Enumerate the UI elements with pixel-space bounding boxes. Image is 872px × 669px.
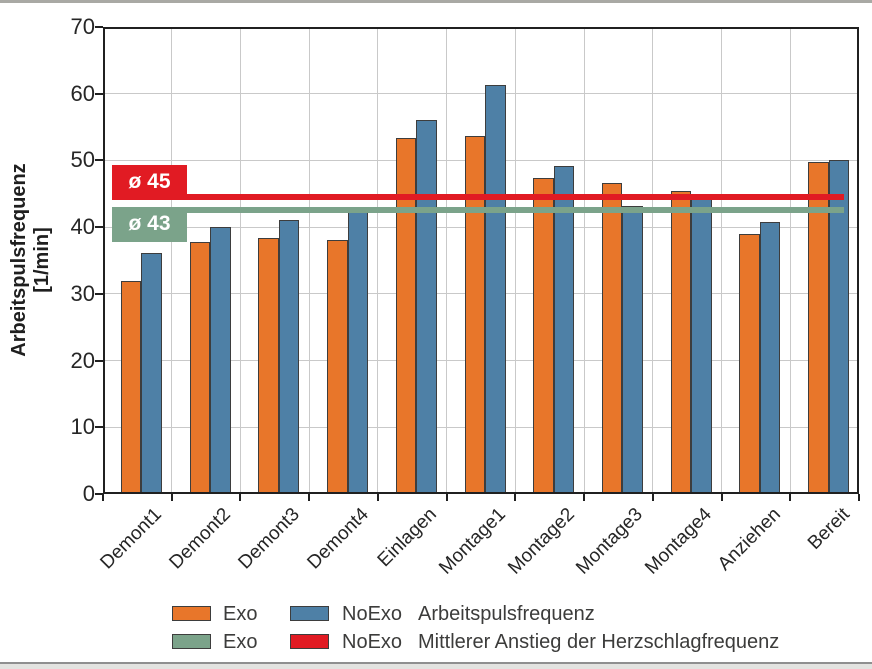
x-axis-tick: [308, 494, 311, 501]
y-axis-tick: [95, 159, 103, 162]
y-axis-tick: [95, 359, 103, 362]
y-tick-label-10: 10: [70, 414, 95, 440]
legend: Exo NoExo Arbeitspulsfrequenz Exo NoExo …: [172, 600, 779, 656]
legend-row-bars: Exo NoExo Arbeitspulsfrequenz: [172, 600, 732, 628]
gridline-v: [583, 27, 585, 494]
gridline-v: [377, 27, 379, 494]
gridline-h-60: [103, 93, 859, 95]
x-axis-tick: [720, 494, 723, 501]
gridline-v: [171, 27, 173, 494]
legend-swatch-exo-line: [172, 634, 211, 649]
x-axis-tick: [102, 494, 104, 501]
legend-description-bars: Arbeitspulsfrequenz: [418, 603, 595, 625]
legend-label-exo-line: Exo: [223, 631, 258, 653]
gridline-v: [239, 27, 241, 494]
plot-frame: [103, 27, 859, 494]
x-axis-tick: [376, 494, 379, 501]
legend-swatch-exo-bar: [172, 606, 211, 621]
mean-label-exo: ø 43: [112, 207, 187, 242]
y-tick-label-40: 40: [70, 214, 95, 240]
y-axis-title-line1: Arbeitspulsfrequenz: [8, 163, 30, 357]
mean-line-exo: [187, 207, 844, 214]
legend-swatch-noexo-line: [290, 634, 329, 649]
legend-label-noexo-bar: NoExo: [342, 603, 403, 625]
gridline-v: [721, 27, 723, 494]
gridline-v: [789, 27, 791, 494]
y-tick-label-30: 30: [70, 280, 95, 306]
x-axis-tick: [239, 494, 242, 501]
x-axis-tick: [789, 494, 792, 501]
x-axis-tick: [651, 494, 654, 501]
x-axis-tick: [445, 494, 448, 501]
y-tick-label-70: 70: [70, 14, 95, 39]
y-tick-label-50: 50: [70, 147, 95, 173]
x-axis-tick: [858, 494, 860, 501]
y-axis-tick: [95, 92, 103, 95]
legend-label-exo-bar: Exo: [223, 603, 258, 625]
legend-label-noexo-line: NoExo: [342, 631, 403, 653]
y-axis-tick: [95, 493, 103, 495]
y-axis-tick: [95, 426, 103, 429]
y-axis-tick: [95, 226, 103, 229]
gridline-v: [514, 27, 516, 494]
y-axis-tick: [95, 26, 103, 28]
x-axis-tick: [514, 494, 517, 501]
plot-area: ø 45 ø 43: [103, 27, 859, 494]
y-tick-label-0: 0: [82, 481, 95, 506]
x-axis-tick: [170, 494, 173, 501]
legend-description-lines: Mittlerer Anstieg der Herzschlagfrequenz: [418, 631, 780, 653]
legend-row-lines: Exo NoExo Mittlerer Anstieg der Herzschl…: [172, 628, 779, 656]
gridline-v: [652, 27, 654, 494]
mean-label-noexo: ø 45: [112, 165, 187, 200]
top-border-rule: [0, 0, 872, 3]
gridline-v: [446, 27, 448, 494]
mean-line-noexo: [187, 193, 844, 200]
bottom-border-rule: [0, 662, 872, 669]
legend-swatch-noexo-bar: [290, 606, 329, 621]
gridline-v: [308, 27, 310, 494]
y-tick-label-20: 20: [70, 347, 95, 373]
x-axis-tick: [583, 494, 586, 501]
y-tick-label-60: 60: [70, 80, 95, 106]
y-axis-tick: [95, 292, 103, 295]
